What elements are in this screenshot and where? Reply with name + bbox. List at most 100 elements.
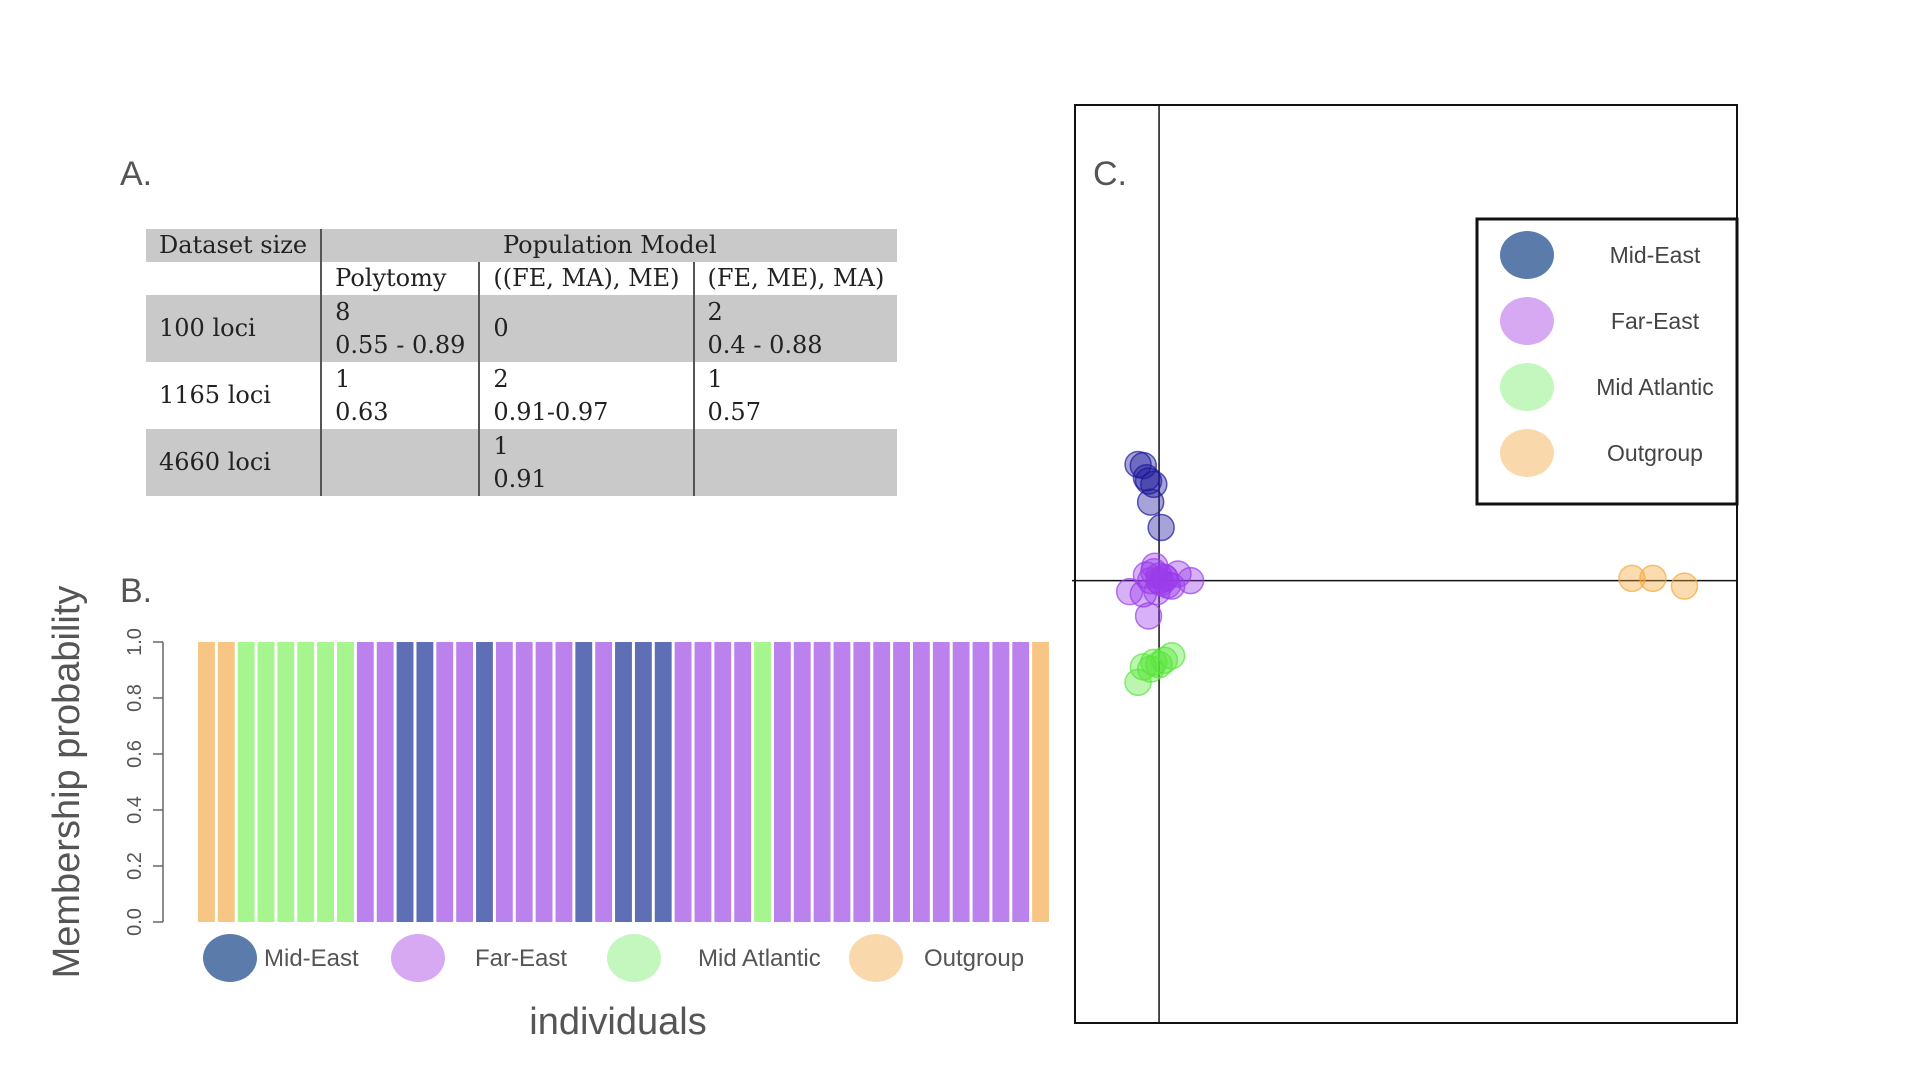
bar-outgroup — [217, 642, 235, 922]
table-cell: 8 0.55 - 0.89 — [321, 295, 481, 362]
point-mid-atlantic — [1157, 642, 1186, 670]
bar-far-east — [535, 642, 553, 922]
cell-count: 0 — [493, 314, 509, 342]
bar-far-east — [833, 642, 851, 922]
legend-label: Outgroup — [924, 945, 1024, 972]
bar-far-east — [515, 642, 533, 922]
bar-mid-east — [416, 642, 434, 922]
legend-swatch — [203, 934, 257, 982]
legend-swatch — [1500, 297, 1554, 345]
empty-header-cell — [146, 262, 323, 295]
y-tick-label: 0.2 — [124, 852, 146, 880]
legend-label: Outgroup — [1607, 440, 1703, 466]
table-row: 1165 loci 1 0.63 2 0.91-0.97 1 0.57 — [146, 362, 897, 429]
bar-far-east — [1012, 642, 1030, 922]
y-tick-label: 1.0 — [124, 628, 146, 656]
point-mid-east — [1147, 513, 1175, 542]
row-dataset-size: 4660 loci — [146, 429, 323, 496]
cell-count: 2 — [493, 364, 509, 393]
population-model-table: Dataset size Population Model Polytomy (… — [146, 229, 898, 496]
plot-frame — [1074, 104, 1738, 1024]
x-axis-label: individuals — [529, 1001, 706, 1043]
point-far-east — [1176, 566, 1205, 595]
bar-far-east — [952, 642, 970, 922]
subheader-fe-ma-me: ((FE, MA), ME) — [479, 262, 695, 295]
row-dataset-size: 1165 loci — [146, 362, 323, 429]
bar-mid-atlantic — [237, 642, 255, 922]
bar-mid-east — [654, 642, 672, 922]
bar-far-east — [813, 642, 831, 922]
bar-mid-east — [634, 642, 652, 922]
y-axis-label: Membership probability — [46, 586, 88, 979]
cell-range: 0.91-0.97 — [493, 397, 609, 426]
bar-outgroup — [198, 642, 215, 922]
bar-mid-east — [615, 642, 632, 922]
bar-mid-east — [575, 642, 593, 922]
bar-far-east — [932, 642, 950, 922]
panel-label-b: B. — [120, 572, 153, 610]
subheader-polytomy: Polytomy — [321, 262, 481, 295]
legend-swatch — [607, 934, 661, 982]
point-far-east — [1141, 552, 1169, 580]
bar-far-east — [555, 642, 573, 922]
bar-mid-atlantic — [754, 642, 771, 922]
cell-count: 8 — [335, 297, 351, 326]
bar-mid-atlantic — [297, 642, 315, 922]
cell-range: 0.91 — [493, 464, 547, 493]
cell-count: 1 — [707, 364, 723, 393]
y-tick-label: 0.4 — [124, 796, 146, 824]
bar-far-east — [674, 642, 692, 922]
bar-mid-atlantic — [317, 642, 335, 922]
table-cell — [693, 429, 898, 496]
legend-label: Mid Atlantic — [1596, 374, 1714, 400]
table-cell: 1 0.57 — [694, 362, 898, 429]
legend-swatch — [849, 934, 903, 982]
header-dataset-size: Dataset size — [146, 229, 323, 262]
point-mid-atlantic — [1150, 646, 1179, 674]
point-far-east — [1150, 563, 1179, 592]
bar-far-east — [436, 642, 454, 922]
point-far-east — [1134, 602, 1163, 630]
legend-label: Far-East — [1611, 308, 1700, 334]
bar-far-east — [356, 642, 374, 922]
bar-mid-atlantic — [277, 642, 295, 922]
y-tick-label: 0.6 — [124, 740, 146, 768]
pca-scatter-plot: Mid-East Far-East Mid Atlantic Outgroup — [1072, 104, 1739, 1024]
cell-range: 0.4 - 0.88 — [707, 330, 823, 359]
table-cell: 2 0.91-0.97 — [479, 362, 695, 429]
cell-range: 0.63 — [335, 397, 389, 426]
y-tick-label: 0.0 — [124, 908, 146, 936]
point-outgroup — [1639, 564, 1667, 593]
bar-far-east — [773, 642, 791, 922]
bar-far-east — [893, 642, 910, 922]
bar-mid-east — [396, 642, 414, 922]
table-cell: 2 0.4 - 0.88 — [693, 295, 898, 362]
legend-label: Far-East — [475, 945, 567, 972]
legend-swatch — [1500, 231, 1554, 279]
bar-far-east — [873, 642, 891, 922]
cell-range: 0.55 - 0.89 — [335, 330, 466, 359]
table-cell: 1 0.63 — [321, 362, 481, 429]
legend-label: Mid-East — [1610, 242, 1701, 268]
cell-count: 2 — [707, 297, 723, 326]
cell-count: 1 — [493, 431, 509, 460]
legend-label: Mid Atlantic — [698, 945, 821, 972]
point-mid-east — [1134, 467, 1163, 495]
bar-far-east — [495, 642, 513, 922]
panel-label-c: C. — [1093, 155, 1127, 193]
row-dataset-size: 100 loci — [146, 295, 323, 362]
bar-mid-east — [476, 642, 493, 922]
legend-label: Mid-East — [264, 945, 359, 972]
bar-far-east — [714, 642, 732, 922]
point-outgroup — [1670, 572, 1699, 600]
point-mid-east — [1136, 488, 1165, 516]
cell-count: 1 — [335, 364, 351, 393]
header-population-model: Population Model — [321, 229, 898, 262]
bar-far-east — [793, 642, 811, 922]
legend-swatch — [1500, 429, 1554, 477]
table-row: 4660 loci 1 0.91 — [146, 429, 898, 496]
bar-far-east — [912, 642, 930, 922]
y-tick-label: 0.8 — [124, 684, 146, 712]
cell-range: 0.57 — [707, 397, 761, 426]
panel-label-a: A. — [120, 155, 153, 193]
